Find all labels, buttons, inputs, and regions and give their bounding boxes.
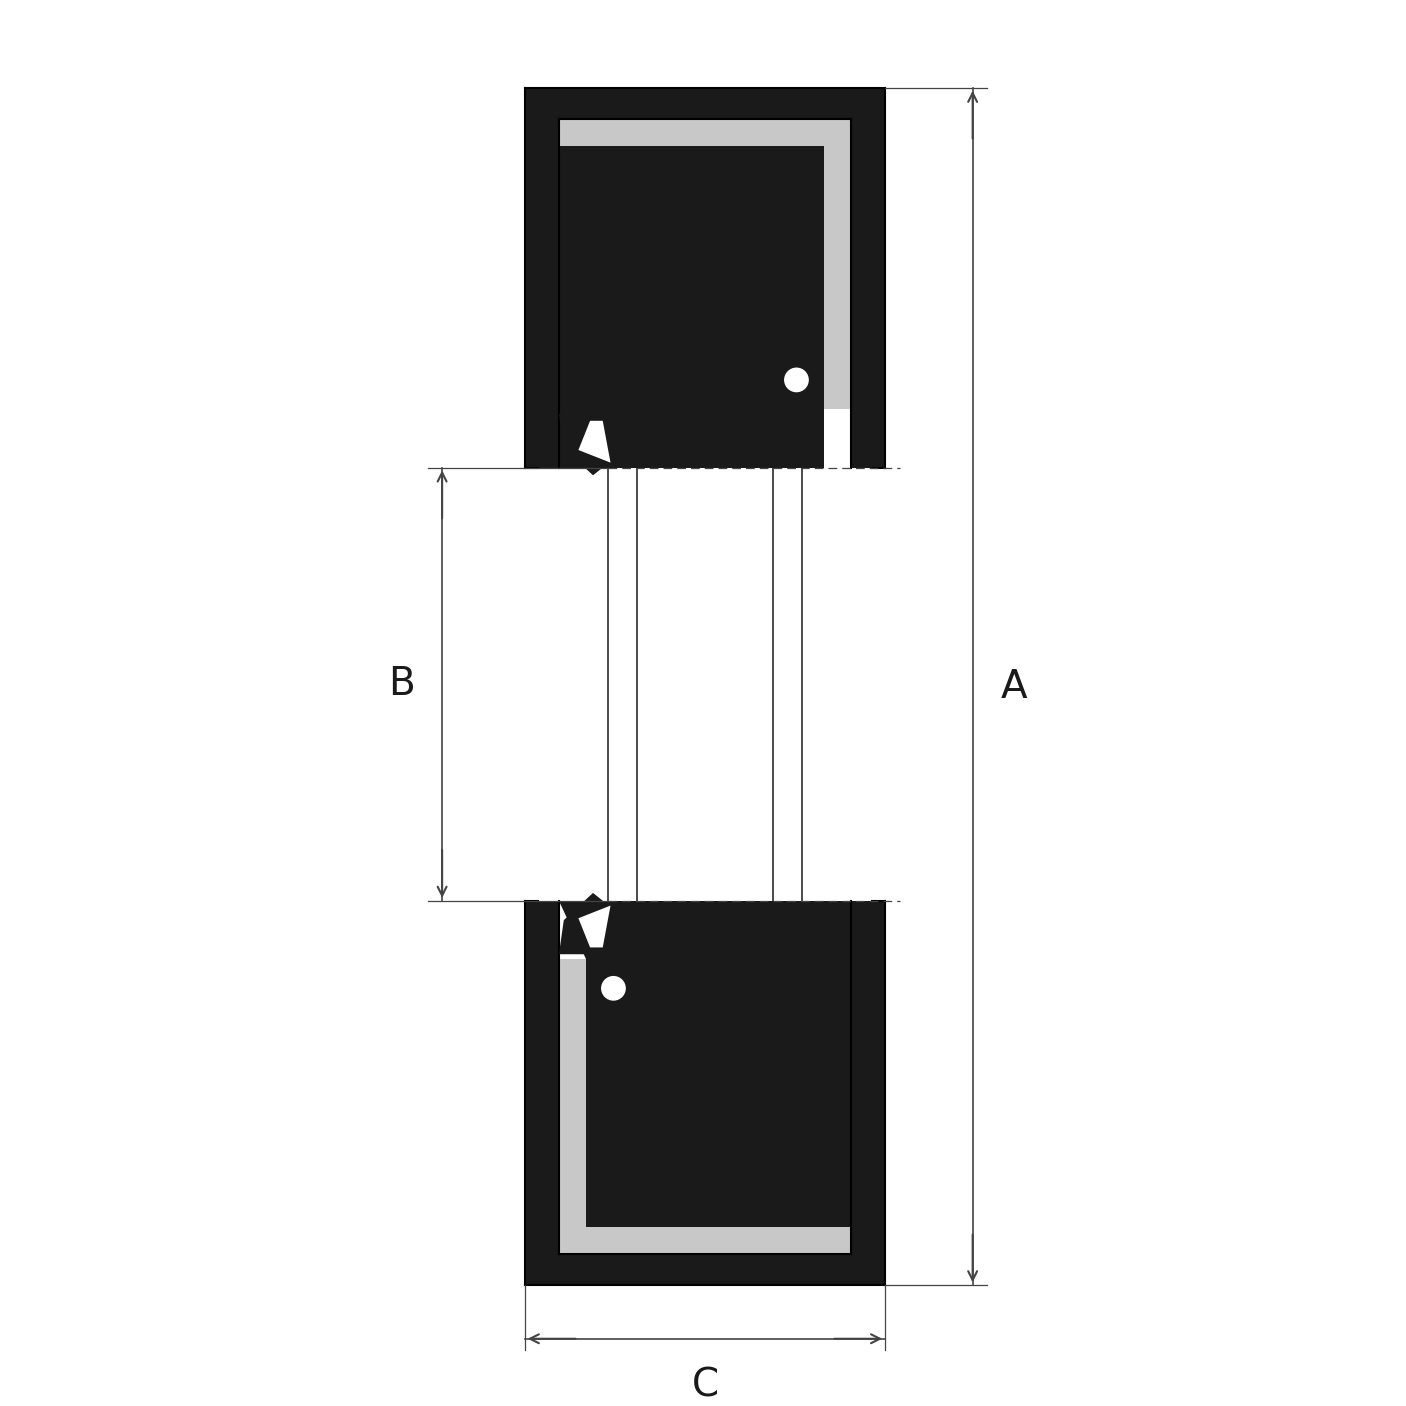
Polygon shape: [537, 901, 560, 925]
Circle shape: [592, 967, 636, 1010]
Polygon shape: [560, 1227, 851, 1254]
Circle shape: [602, 977, 626, 1000]
Polygon shape: [537, 443, 560, 468]
Polygon shape: [560, 146, 824, 409]
Polygon shape: [851, 901, 884, 1254]
Circle shape: [775, 359, 818, 401]
Polygon shape: [824, 146, 851, 409]
Polygon shape: [560, 959, 586, 1227]
Polygon shape: [524, 89, 884, 120]
Polygon shape: [586, 959, 851, 1227]
Polygon shape: [524, 120, 560, 468]
Circle shape: [785, 368, 808, 392]
Text: A: A: [1000, 668, 1026, 706]
Polygon shape: [851, 120, 884, 468]
Polygon shape: [578, 905, 610, 948]
Polygon shape: [560, 120, 851, 146]
Polygon shape: [560, 901, 851, 959]
Polygon shape: [851, 901, 872, 925]
Polygon shape: [851, 443, 872, 468]
Polygon shape: [560, 413, 613, 475]
Text: B: B: [388, 665, 415, 703]
Polygon shape: [578, 420, 610, 463]
Polygon shape: [560, 893, 613, 955]
Text: C: C: [692, 1367, 718, 1405]
Polygon shape: [524, 1254, 884, 1285]
Polygon shape: [560, 409, 824, 468]
Polygon shape: [524, 901, 560, 1254]
